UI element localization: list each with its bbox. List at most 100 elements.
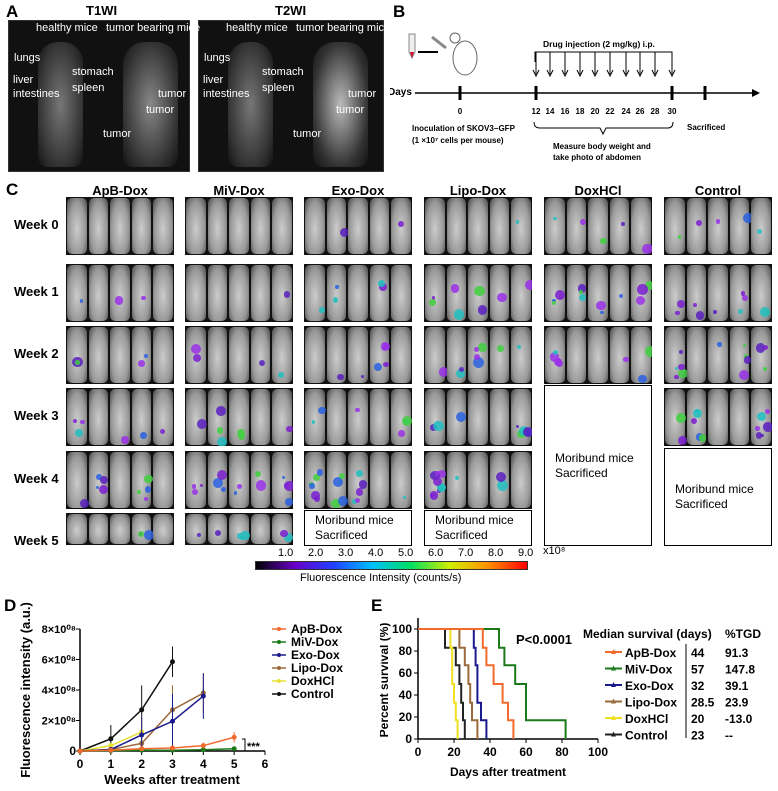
mouse-image [348, 265, 368, 321]
fluorescence-spot [638, 374, 647, 384]
mouse-image [153, 198, 173, 254]
fluorescence-spot [285, 498, 293, 507]
fluorescence-spot [516, 425, 520, 429]
tumor-label: tumor [158, 88, 187, 100]
y-tick-label: 20 [399, 710, 413, 724]
week-label: Week 4 [14, 471, 59, 486]
significance-label: *** [247, 741, 261, 753]
mouse-image [665, 265, 686, 321]
data-point-ApB-Dox [139, 746, 145, 752]
sacrificed-label: Sacrificed [315, 528, 368, 542]
legend-marker [611, 715, 616, 720]
fluorescence-spot [355, 487, 364, 496]
y-tick-label: 8×10⁰⁸ [42, 624, 76, 636]
mouse-image [272, 265, 292, 321]
fluorescence-spot [455, 412, 467, 423]
x-tick-label: 80 [555, 745, 569, 759]
legend-label: Exo-Dox [291, 648, 340, 662]
moribund-label: Moribund mice [675, 482, 754, 496]
fluorescence-spot [215, 406, 226, 417]
bioluminescence-image [424, 326, 532, 384]
data-point-ApB-Dox [231, 734, 237, 740]
fluorescence-spot [693, 302, 698, 307]
mouse-image [67, 514, 87, 544]
tumor-label: tumor [146, 104, 175, 116]
bioluminescence-image [66, 513, 174, 545]
mouse-image [250, 265, 271, 321]
fluorescence-spot [677, 368, 688, 379]
fluorescence-spot [755, 342, 766, 353]
arrow-down-icon [546, 69, 554, 78]
bioluminescence-image [664, 264, 772, 322]
mouse-image [751, 327, 771, 383]
timeline-tick [534, 86, 538, 100]
organ-label: liver [203, 74, 224, 86]
survival-curve-Exo-Dox [418, 628, 488, 739]
mouse-image [88, 389, 109, 445]
timeline-tick [458, 86, 462, 100]
fluorescence-spot [337, 373, 344, 381]
mouse-image [446, 265, 467, 321]
mouse-image [609, 327, 630, 383]
arrow-down-icon [576, 69, 584, 78]
organ-label: intestines [203, 88, 250, 100]
bioluminescence-image [185, 388, 293, 446]
data-point-Exo-Dox [170, 718, 175, 724]
day-tick-label: 22 [606, 107, 615, 116]
legend-marker [277, 666, 281, 670]
mouse-image [588, 198, 608, 254]
fluorescence-spot [354, 498, 360, 504]
colorbar [255, 561, 528, 570]
bioluminescence-image [185, 451, 293, 509]
colorbar-unit: x10⁸ [543, 545, 566, 557]
mouse-image [369, 327, 391, 383]
fluorescence-spot [217, 436, 228, 446]
bioluminescence-image [544, 264, 652, 322]
fluorescence-spot [478, 305, 488, 315]
fluorescence-spot [374, 362, 383, 371]
fluorescence-spot [549, 352, 559, 362]
fluorescence-spot [402, 415, 412, 426]
bioluminescence-image [66, 264, 174, 322]
fluorescence-spot [144, 486, 152, 494]
arrow-down-icon [636, 69, 644, 78]
y-tick-label: 0 [69, 744, 76, 758]
mouse-image [686, 327, 707, 383]
mouse-image [88, 265, 109, 321]
fluorescence-spot [380, 342, 390, 351]
moribund-label: Moribund mice [435, 513, 514, 527]
mouse-image [305, 265, 325, 321]
tgd-value: -13.0 [725, 712, 753, 726]
legend-label: ApB-Dox [291, 622, 343, 636]
y-tick-label: 80 [399, 644, 413, 658]
fluorescence-spot [739, 369, 750, 381]
mouse-image [67, 389, 87, 445]
y-tick-label: 100 [392, 622, 412, 636]
data-point-Exo-Dox [200, 693, 206, 699]
fluorescence-spot [438, 367, 449, 377]
mouse-image [326, 327, 347, 383]
mouse-image [631, 265, 652, 321]
panel-e-label: E [371, 596, 383, 615]
mouse-image [88, 327, 109, 383]
day-tick-label: 16 [561, 107, 570, 116]
mouse-image [446, 389, 467, 445]
fluorescence-spot [642, 243, 652, 255]
fluorescence-spot [691, 417, 698, 424]
mouse-image [153, 265, 173, 321]
fluorescence-spot [240, 535, 245, 540]
mouse-image [588, 327, 608, 383]
bioluminescence-image [66, 451, 174, 509]
mouse-image [229, 452, 249, 508]
fluorescence-spot [236, 532, 243, 539]
mouse-image [566, 265, 587, 321]
legend-marker [611, 665, 616, 671]
moribund-box: Moribund mice Sacrificed [424, 510, 532, 546]
fluorescence-spot [332, 476, 344, 488]
mouse-image [348, 327, 368, 383]
mouse-image [250, 327, 271, 383]
bioluminescence-image [424, 264, 532, 322]
colorbar-tick: 2.0 [308, 547, 324, 559]
mouse-image [110, 389, 130, 445]
mouse-image [545, 198, 565, 254]
